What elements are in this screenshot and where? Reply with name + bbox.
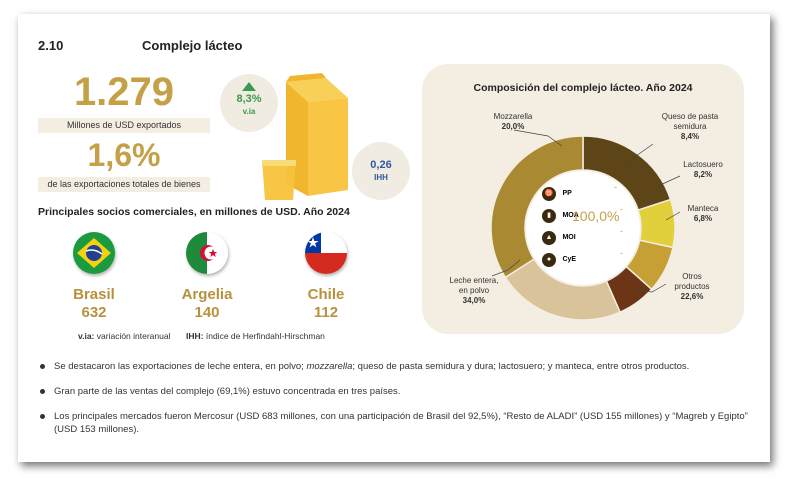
bullet-item: Se destacaron las exportaciones de leche…	[38, 360, 758, 373]
slice-label-name-line1: Leche entera,	[449, 276, 499, 285]
bullet-text-emphasis: mozzarella	[306, 361, 353, 372]
share-label: de las exportaciones totales de bienes	[38, 177, 210, 192]
legend-row: ▮ MOA -	[542, 204, 623, 223]
via-text: variación interanual	[96, 331, 171, 341]
slice-label-name: Manteca	[687, 204, 719, 213]
slice-label-leche: Leche entera, en polvo 34,0%	[436, 276, 512, 306]
exports-label: Millones de USD exportados	[38, 118, 210, 133]
exports-value: 1.279	[73, 70, 175, 114]
legend-value: -	[620, 226, 623, 236]
up-arrow-icon	[242, 82, 256, 91]
leader-line-otros	[633, 283, 667, 293]
donut-chart	[490, 129, 681, 321]
bullet-item: Gran parte de las ventas del complejo (6…	[38, 385, 758, 398]
partners-title: Principales socios comerciales, en millo…	[38, 206, 350, 218]
slice-label-queso: Queso de pasta semidura 8,4%	[650, 112, 730, 142]
slice-label-value: 8,4%	[680, 132, 700, 141]
leader-line-lactosuero	[657, 175, 681, 187]
via-abbr: v.ia:	[78, 331, 95, 341]
slice-label-manteca: Manteca 6,8%	[668, 204, 738, 224]
section-number: 2.10	[38, 38, 64, 53]
slice-label-value: 6,8%	[693, 214, 713, 223]
legend-code: MOA	[562, 212, 579, 219]
section-title: Complejo lácteo	[142, 38, 243, 53]
bullet-item: Los principales mercados fueron Mercosur…	[38, 410, 758, 436]
variation-value: 8,3%	[236, 93, 262, 105]
slice-label-name-line2: en polvo	[458, 286, 490, 295]
chile-flag-icon	[305, 232, 347, 274]
share-value: 1,6%	[87, 137, 161, 173]
slice-label-name-line2: productos	[674, 282, 710, 291]
slice-label-name: Lactosuero	[683, 160, 723, 169]
slice-label-name: Mozzarella	[493, 112, 533, 121]
ihh-text: índice de Herfindahl-Hirschman	[205, 331, 325, 341]
slice-label-value: 22,6%	[680, 292, 704, 301]
partner-value: 112	[313, 304, 339, 321]
legend-value: -	[620, 248, 623, 258]
ihh-value: 0,26	[370, 159, 392, 171]
legend-row: ▲ MOI -	[542, 226, 623, 245]
ihh-label: IHH	[374, 173, 388, 182]
donut-slice	[490, 135, 584, 279]
fuel-icon: ●	[542, 253, 556, 267]
leader-line-leche	[491, 259, 521, 277]
bullet-text: ; queso de pasta semidura y dura; lactos…	[352, 361, 690, 372]
ihh-abbr: IHH:	[186, 331, 204, 341]
partner-country: Chile	[307, 286, 345, 303]
ihh-badge: 0,26 IHH	[352, 142, 410, 200]
leader-line-queso	[627, 143, 654, 165]
ihh-note: IHH: índice de Herfindahl-Hirschman	[186, 331, 325, 341]
legend-value: -	[614, 182, 617, 192]
variation-badge: 8,3% v.ia	[220, 74, 278, 132]
bottle-icon: ▮	[542, 209, 556, 223]
variation-label: v.ia	[242, 107, 256, 116]
legend-value: -	[620, 204, 623, 214]
partner-value: 632	[81, 304, 107, 321]
slice-label-name-line2: semidura	[673, 122, 707, 131]
cow-icon: ♉	[542, 187, 556, 201]
legend-code: CyE	[562, 256, 577, 263]
brazil-flag-icon	[73, 232, 115, 274]
slice-label-value: 8,2%	[693, 170, 713, 179]
leader-line-mozzarella	[513, 129, 563, 147]
slice-label-name-line1: Otros	[682, 272, 702, 281]
partner-country: Argelia	[181, 286, 233, 303]
legend-row: ♉ PP -	[542, 182, 617, 201]
factory-icon: ▲	[542, 231, 556, 245]
slice-label-value: 34,0%	[462, 296, 486, 305]
partner-country: Brasil	[73, 286, 115, 303]
bullet-text: Los principales mercados fueron Mercosur…	[54, 411, 748, 435]
partner-value: 140	[194, 304, 220, 321]
legend-code: PP	[562, 190, 572, 197]
slice-label-name-line1: Queso de pasta	[661, 112, 719, 121]
slice-label-otros: Otros productos 22,6%	[662, 272, 722, 302]
center-legend: ♉ PP - ▮ MOA - ▲ MOI - ● CyE - 100,0%	[542, 182, 642, 270]
donut-panel: Composición del complejo lácteo. Año 202…	[422, 64, 744, 334]
report-page: 2.10 Complejo lácteo 1.279 Millones de U…	[18, 14, 770, 462]
leader-line-manteca	[665, 211, 681, 221]
slice-label-lactosuero: Lactosuero 8,2%	[668, 160, 738, 180]
bullet-text: Se destacaron las exportaciones de leche…	[54, 361, 307, 372]
slice-label-mozzarella: Mozzarella 20,0%	[478, 112, 548, 132]
algeria-flag-icon	[186, 232, 228, 274]
bullet-list: Se destacaron las exportaciones de leche…	[38, 360, 758, 448]
legend-row: ● CyE -	[542, 248, 623, 267]
slice-label-value: 20,0%	[501, 122, 525, 131]
legend-total: 100,0%	[572, 208, 620, 224]
bullet-text: Gran parte de las ventas del complejo (6…	[54, 386, 401, 397]
legend-code: MOI	[562, 234, 576, 241]
chart-title: Composición del complejo lácteo. Año 202…	[473, 82, 693, 94]
via-note: v.ia: variación interanual	[78, 331, 170, 341]
milk-carton-icon	[262, 73, 348, 200]
